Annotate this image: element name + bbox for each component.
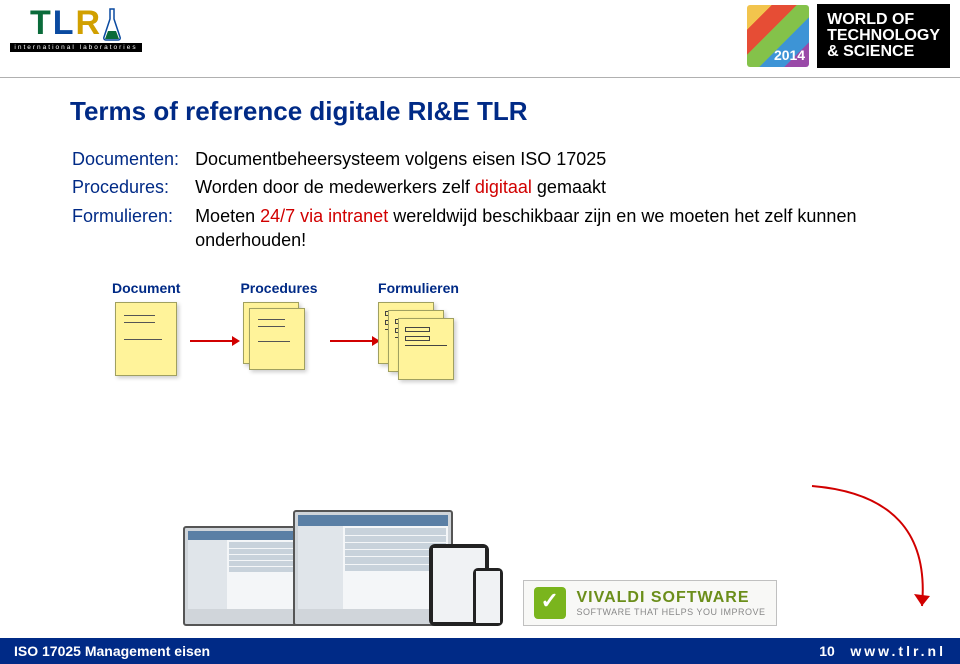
flask-icon bbox=[102, 7, 122, 41]
vivaldi-name: VIVALDI SOFTWARE bbox=[576, 589, 765, 607]
document-note-icon bbox=[115, 302, 177, 376]
phone-icon bbox=[473, 568, 503, 626]
definition-desc: Moeten 24/7 via intranet wereldwijd besc… bbox=[195, 204, 888, 255]
definition-desc: Documentbeheersysteem volgens eisen ISO … bbox=[195, 147, 888, 173]
wots-year-badge: 2014 bbox=[747, 5, 809, 67]
tlr-logo-block: T L R international laboratories bbox=[10, 4, 142, 52]
wots-logo-block: 2014 WORLD OF TECHNOLOGY & SCIENCE bbox=[747, 4, 950, 68]
document-flow-row: Document Procedures Formulieren bbox=[112, 280, 890, 390]
definition-label: Documenten: bbox=[72, 147, 193, 173]
footer-page: 10 bbox=[819, 643, 835, 659]
definition-desc: Worden door de medewerkers zelf digitaal… bbox=[195, 175, 888, 201]
devices-illustration bbox=[183, 510, 503, 626]
definitions-table: Documenten:Documentbeheersysteem volgens… bbox=[70, 145, 890, 256]
arrow-icon bbox=[190, 340, 232, 342]
vivaldi-text: VIVALDI SOFTWARE SOFTWARE THAT HELPS YOU… bbox=[576, 589, 765, 617]
footer-bar: ISO 17025 Management eisen 10 www.tlr.nl bbox=[0, 638, 960, 664]
wots-line3: & SCIENCE bbox=[827, 44, 940, 60]
definition-row: Procedures:Worden door de medewerkers ze… bbox=[72, 175, 888, 201]
definition-row: Documenten:Documentbeheersysteem volgens… bbox=[72, 147, 888, 173]
formulieren-label: Formulieren bbox=[378, 280, 459, 296]
vivaldi-check-icon bbox=[534, 587, 566, 619]
procedures-stack-icon bbox=[243, 302, 315, 384]
tlr-letter-l: L bbox=[53, 4, 72, 43]
footer-url: www.tlr.nl bbox=[850, 643, 946, 659]
wots-line2: TECHNOLOGY bbox=[827, 28, 940, 44]
curved-arrow-icon bbox=[802, 476, 942, 616]
wots-text: WORLD OF TECHNOLOGY & SCIENCE bbox=[817, 4, 950, 68]
document-column: Document bbox=[112, 280, 180, 376]
page-title: Terms of reference digitale RI&E TLR bbox=[70, 96, 890, 127]
tlr-letter-r: R bbox=[76, 4, 99, 43]
vivaldi-tagline: SOFTWARE THAT HELPS YOU IMPROVE bbox=[576, 607, 765, 617]
procedures-column: Procedures bbox=[240, 280, 317, 384]
wots-line1: WORLD OF bbox=[827, 12, 940, 28]
footer-left: ISO 17025 Management eisen bbox=[14, 643, 210, 659]
definition-row: Formulieren:Moeten 24/7 via intranet wer… bbox=[72, 204, 888, 255]
header: T L R international laboratories 2014 WO… bbox=[0, 0, 960, 78]
content-area: Terms of reference digitale RI&E TLR Doc… bbox=[0, 78, 960, 390]
formulieren-stack-icon bbox=[378, 302, 460, 390]
definition-label: Procedures: bbox=[72, 175, 193, 201]
procedures-label: Procedures bbox=[240, 280, 317, 296]
definition-label: Formulieren: bbox=[72, 204, 193, 255]
document-label: Document bbox=[112, 280, 180, 296]
vivaldi-badge: VIVALDI SOFTWARE SOFTWARE THAT HELPS YOU… bbox=[523, 580, 776, 626]
tlr-letter-t: T bbox=[30, 4, 49, 43]
formulieren-column: Formulieren bbox=[378, 280, 460, 390]
tlr-logo: T L R bbox=[30, 4, 122, 43]
intl-lab-label: international laboratories bbox=[10, 43, 142, 52]
arrow-icon bbox=[330, 340, 372, 342]
